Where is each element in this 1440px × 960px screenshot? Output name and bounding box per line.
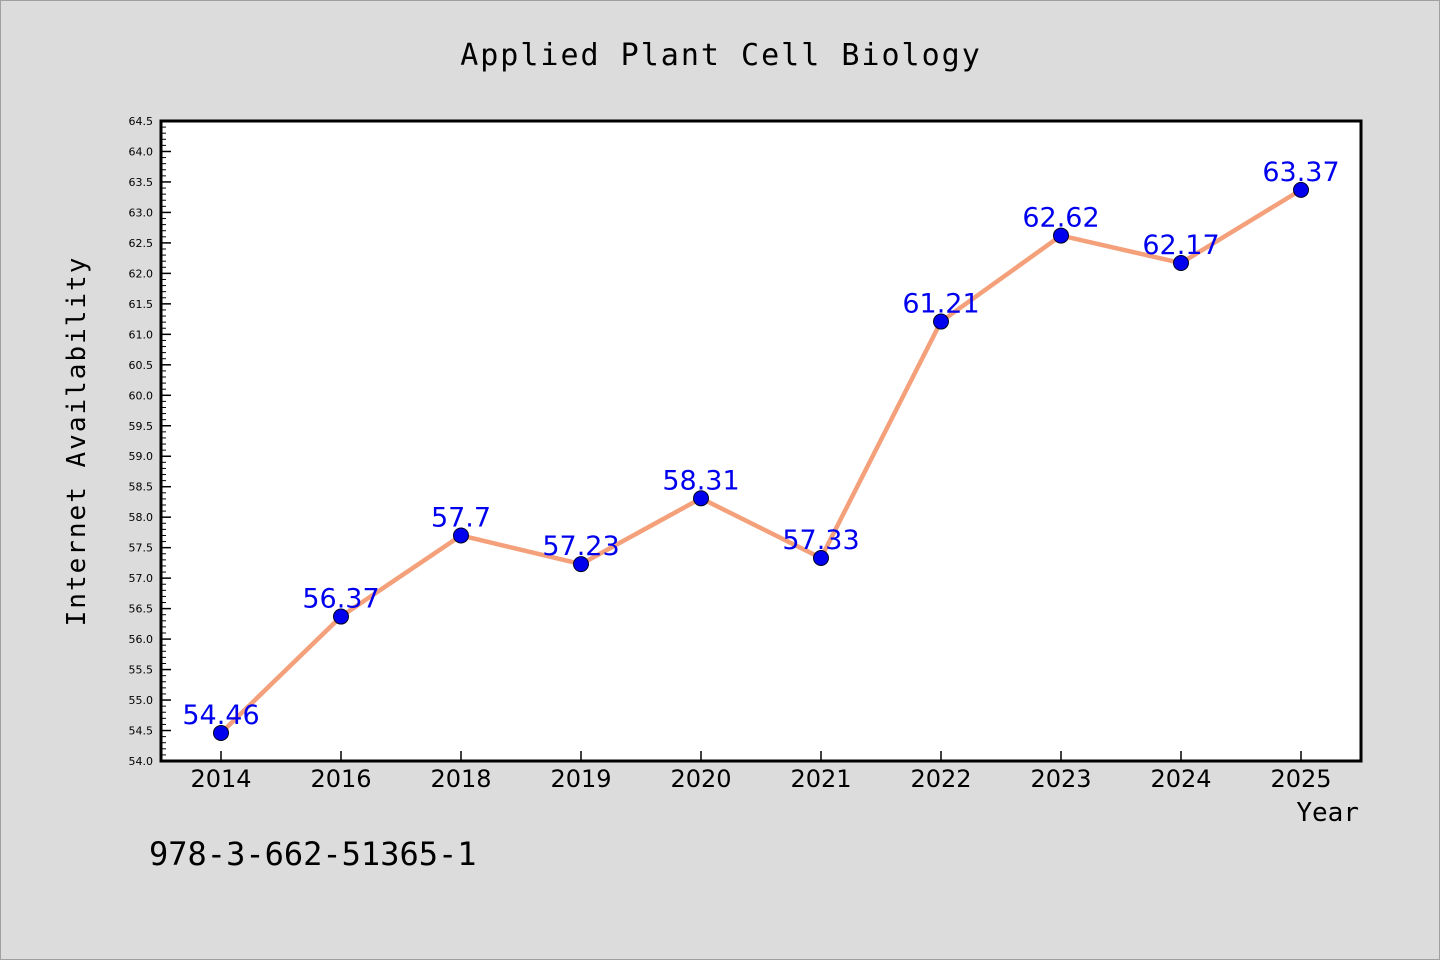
y-tick-label: 64.5 [129,115,154,128]
y-tick-label: 63.0 [129,206,154,219]
data-label: 63.37 [1262,157,1339,188]
y-tick-label: 54.0 [129,755,154,768]
y-tick-label: 59.5 [129,420,154,433]
data-markers [213,181,1309,741]
data-label: 61.21 [902,289,979,320]
x-axis: 2014 2016 2018 2019 2020 2021 2022 2023 2024 2025 [190,751,1332,793]
data-point [213,724,229,741]
plot-area [159,119,1363,763]
data-label: 56.37 [302,584,379,615]
y-tick-label: 60.0 [129,389,154,402]
isbn-text: 978-3-662-51365-1 [149,835,477,873]
x-tick-label: 2021 [790,765,851,793]
y-tick-label: 61.0 [129,328,154,341]
y-axis: 54.0 54.5 55.0 55.5 56.0 56.5 57.0 57.5 58.0 58.5… [129,115,171,768]
series-line-path [219,187,1303,735]
data-label: 58.31 [662,465,739,496]
y-tick-label: 64.0 [129,145,154,158]
x-tick-label: 2022 [910,765,971,793]
x-tick-label: 2020 [670,765,731,793]
y-tick-label: 58.5 [129,481,154,494]
data-label: 62.62 [1022,203,1099,234]
x-tick-label: 2025 [1270,765,1331,793]
data-label: 57.33 [782,525,859,556]
x-tick-label: 2018 [430,765,491,793]
data-point [1053,227,1069,244]
y-tick-label: 59.0 [129,450,154,463]
x-tick-label: 2024 [1150,765,1211,793]
y-tick-label: 56.0 [129,633,154,646]
y-tick-label: 62.5 [129,237,154,250]
y-tick-label: 56.5 [129,603,154,616]
y-tick-label: 58.0 [129,511,154,524]
y-tick-label: 57.0 [129,572,154,585]
x-tick-label: 2016 [310,765,371,793]
data-point [453,527,469,544]
y-tick-label: 63.5 [129,176,154,189]
x-tick-label: 2023 [1030,765,1091,793]
series-line [219,187,1303,735]
x-tick-label: 2019 [550,765,611,793]
y-tick-label: 54.5 [129,725,154,738]
data-labels: 54.46 56.37 57.7 57.23 58.31 57.33 61.21 62.62 6… [182,157,1339,731]
data-point [933,313,949,330]
y-tick-label: 60.5 [129,359,154,372]
y-tick-label: 55.0 [129,694,154,707]
data-label: 54.46 [182,700,259,731]
y-axis-label: Internet Availability [62,256,92,627]
data-point [573,556,589,573]
data-label: 62.17 [1142,230,1219,261]
y-tick-label: 55.5 [129,664,154,677]
data-point [333,608,349,625]
chart-title: Applied Plant Cell Biology [460,38,982,73]
x-axis-label: Year [1296,798,1359,828]
y-tick-label: 57.5 [129,542,154,555]
data-point [1293,181,1309,198]
data-point [813,550,829,567]
x-tick-label: 2014 [190,765,251,793]
data-point [1173,255,1189,272]
y-tick-label: 61.5 [129,298,154,311]
data-point [693,490,709,507]
data-label: 57.7 [431,502,491,533]
data-label: 57.23 [542,531,619,562]
y-tick-label: 62.0 [129,267,154,280]
